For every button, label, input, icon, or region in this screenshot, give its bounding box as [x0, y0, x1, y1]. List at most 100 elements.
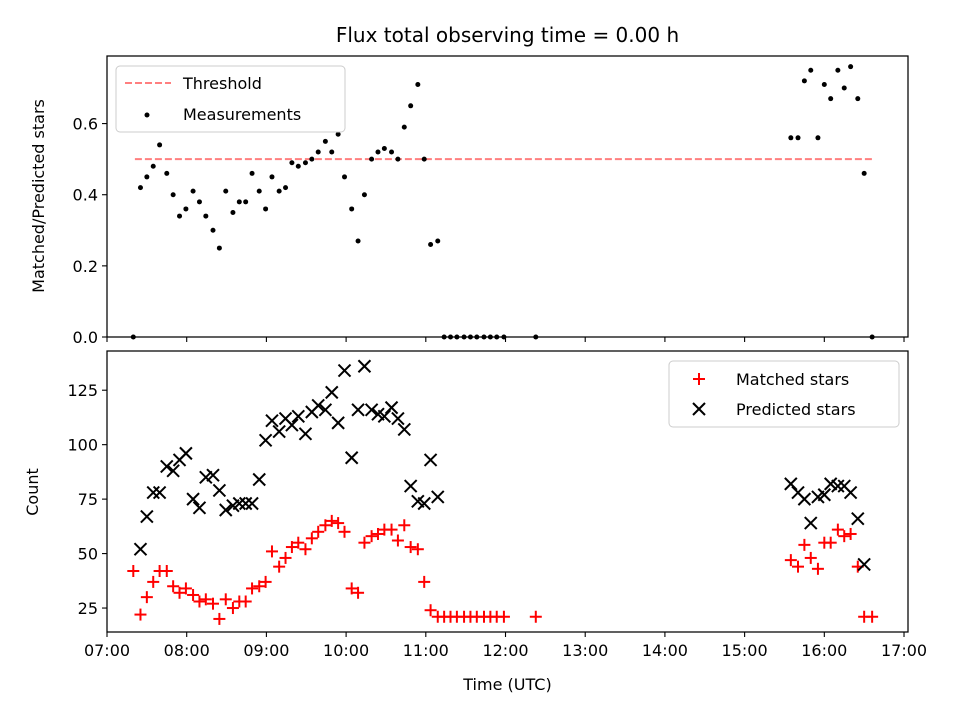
bottom-legend: Matched stars Predicted stars [668, 360, 900, 428]
legend-measurements-label: Measurements [183, 105, 301, 124]
predicted-stars-point [232, 496, 247, 511]
measurements-point [216, 245, 222, 251]
bottom-x-tick-label: 12:00 [482, 641, 528, 660]
top-axes-frame [106, 55, 909, 338]
measurements-point [808, 67, 814, 73]
matched-stars-point [219, 593, 232, 606]
matched-stars-point [798, 538, 811, 551]
predicted-stars-point [331, 416, 345, 430]
predicted-stars-point [318, 403, 333, 417]
matched-stars-point [784, 554, 797, 567]
measurements-point [309, 156, 315, 162]
measurements-point [177, 213, 183, 219]
measurements-point [428, 242, 434, 248]
measurements-point [157, 142, 163, 148]
legend-matched-swatch [693, 373, 705, 385]
predicted-stars-point [843, 485, 858, 500]
measurements-point [283, 185, 289, 191]
measurements-point [289, 160, 295, 166]
predicted-stars-point [212, 483, 227, 498]
predicted-stars-point [146, 485, 160, 500]
measurements-point [381, 145, 387, 151]
measurements-point [210, 227, 216, 233]
matched-stars-point [187, 588, 200, 601]
predicted-stars-point [851, 512, 865, 526]
measurements-point [183, 206, 189, 212]
measurements-point [137, 185, 143, 191]
predicted-stars-point [797, 492, 812, 506]
bottom-x-tick-label: 16:00 [801, 641, 847, 660]
predicted-stars-point [377, 409, 392, 424]
matched-stars-point [866, 610, 879, 623]
measurements-point [269, 174, 275, 180]
predicted-stars-point [298, 427, 313, 441]
measurements-point [861, 170, 867, 176]
measurements-point [342, 174, 348, 180]
predicted-stars-point [160, 459, 174, 474]
bottom-x-tick-label: 09:00 [243, 641, 289, 660]
predicted-stars-point [431, 490, 445, 504]
matched-stars-point [265, 545, 278, 558]
measurements-point [230, 210, 236, 216]
bottom-x-tick-label: 07:00 [84, 641, 130, 660]
matched-stars-point [325, 514, 338, 527]
measurements-point [408, 103, 414, 109]
matched-stars-point [299, 543, 312, 556]
matched-stars-point [385, 523, 398, 536]
bottom-y-tick-label: 100 [67, 436, 98, 455]
measurements-point [795, 135, 801, 141]
top-y-tick-label: 0.0 [73, 328, 98, 347]
predicted-stars-point [166, 464, 180, 478]
measurements-point [256, 188, 262, 194]
matched-stars-point [497, 610, 510, 623]
predicted-stars-point [784, 477, 798, 491]
legend-predicted-label: Predicted stars [736, 400, 856, 419]
matched-stars-point [199, 593, 212, 606]
measurements-point [401, 124, 407, 130]
top-legend: Threshold Measurements [115, 65, 346, 133]
measurements-point [395, 156, 401, 162]
measurements-point [815, 135, 821, 141]
predicted-stars-point [152, 485, 167, 500]
predicted-stars-point [351, 403, 365, 417]
matched-stars-point [529, 610, 542, 623]
matched-stars-point [398, 519, 411, 532]
top-plot-area [130, 64, 875, 340]
matched-stars-point [160, 565, 173, 578]
top-y-axis-label: Matched/Predicted stars [29, 99, 48, 293]
matched-stars-point [838, 530, 851, 543]
measurements-point [821, 81, 827, 87]
measurements-point [349, 206, 355, 212]
matched-stars-point [345, 582, 358, 595]
matched-stars-point [804, 551, 817, 564]
predicted-stars-point [423, 453, 438, 467]
measurements-point [315, 149, 321, 155]
measurements-point [150, 163, 156, 169]
measurements-point [369, 156, 375, 162]
predicted-stars-point [804, 516, 818, 530]
bottom-y-tick-label: 25 [78, 599, 98, 618]
matched-stars-point [147, 575, 160, 588]
measurements-point [855, 96, 861, 102]
matched-stars-point [207, 597, 220, 610]
measurements-point [322, 138, 328, 144]
bottom-y-tick-label: 50 [78, 545, 98, 564]
matched-stars-point [319, 519, 332, 532]
bottom-x-tick-label: 08:00 [164, 641, 210, 660]
matched-stars-point [246, 582, 259, 595]
matched-stars-point [140, 591, 153, 604]
bottom-legend-frame [668, 360, 900, 428]
matched-stars-point [338, 525, 351, 538]
measurements-point [276, 188, 282, 194]
matched-stars-point [352, 586, 365, 599]
matched-stars-point [792, 560, 805, 573]
measurements-point [203, 213, 209, 219]
predicted-stars-point [219, 503, 233, 517]
measurements-point [801, 78, 807, 84]
matched-stars-point [365, 530, 378, 543]
bottom-x-axis-label: Time (UTC) [462, 675, 551, 694]
predicted-stars-point [252, 472, 266, 487]
measurements-point [170, 192, 176, 198]
predicted-stars-point [397, 422, 411, 437]
